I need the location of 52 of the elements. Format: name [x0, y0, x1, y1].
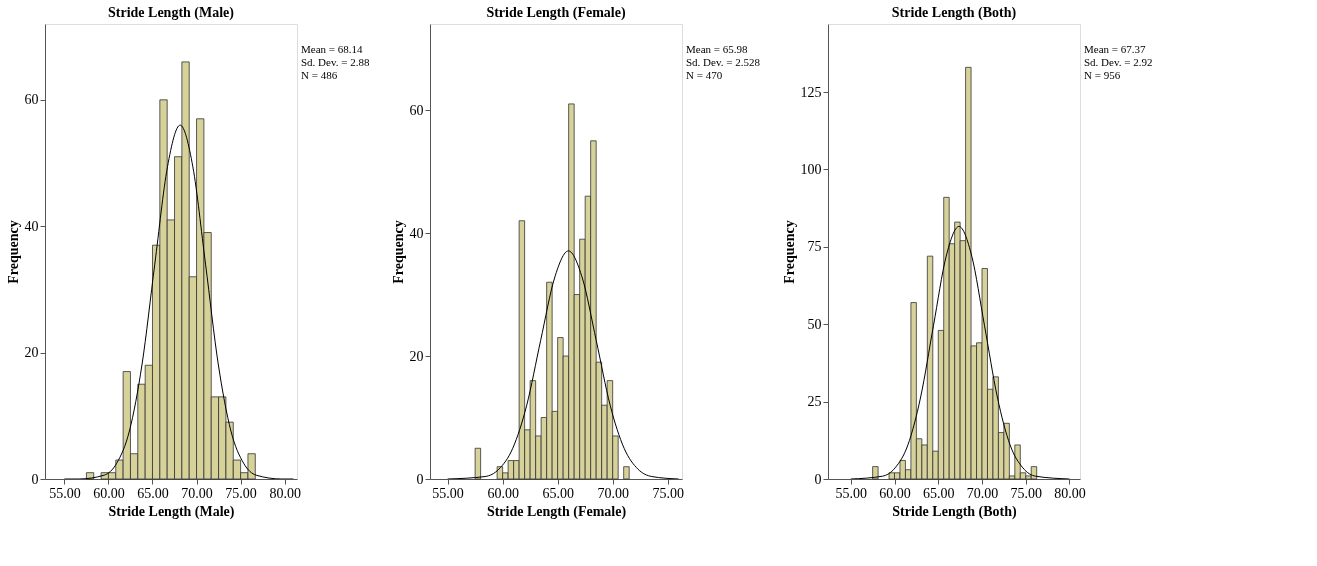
chart-title: Stride Length (Female) — [486, 5, 626, 21]
x-axis-title: Stride Length (Male) — [108, 503, 235, 520]
x-tick-label: 60.00 — [879, 485, 911, 501]
x-tick-label: 80.00 — [269, 485, 301, 501]
x-tick-label: 75.00 — [225, 485, 257, 501]
y-tick-label: 25 — [807, 394, 822, 410]
y-tick-label: 60 — [409, 102, 424, 118]
x-tick-label: 65.00 — [923, 485, 955, 501]
chart-title: Stride Length (Both) — [891, 5, 1017, 21]
text: N = 956 — [1084, 69, 1121, 81]
chart-title: Stride Length (Male) — [108, 5, 235, 21]
x-tick-label: 65.00 — [137, 485, 169, 501]
text: Sd. Dev. = 2.92 — [1084, 56, 1153, 68]
text: Sd. Dev. = 2.88 — [301, 56, 370, 68]
x-tick-label: 55.00 — [835, 485, 867, 501]
y-tick-label: 20 — [24, 345, 39, 361]
x-tick-label: 55.00 — [49, 485, 81, 501]
y-tick-label: 60 — [24, 92, 39, 108]
y-tick-label: 40 — [24, 218, 39, 234]
text: Mean = 68.14 — [301, 43, 363, 55]
text: Mean = 65.98 — [686, 43, 748, 55]
x-tick-label: 65.00 — [542, 485, 574, 501]
x-tick-label: 70.00 — [966, 485, 999, 501]
y-tick-label: 75 — [807, 239, 822, 255]
y-tick-label: 50 — [807, 316, 822, 332]
text: Mean = 67.37 — [1084, 43, 1146, 55]
line-series — [850, 225, 1070, 479]
x-tick-label: 55.00 — [432, 485, 464, 501]
y-tick-label: 0 — [814, 471, 822, 487]
y-axis-title: Frequency — [5, 220, 21, 284]
line-series — [63, 124, 294, 479]
text: Sd. Dev. = 2.528 — [686, 56, 761, 68]
y-tick-label: 100 — [800, 161, 822, 177]
line-series — [447, 250, 680, 479]
x-tick-label: 80.00 — [1054, 485, 1086, 501]
text: N = 486 — [301, 69, 338, 81]
y-tick-label: 0 — [31, 471, 39, 487]
y-tick-label: 40 — [409, 225, 424, 241]
y-axis-title: Frequency — [390, 220, 406, 284]
y-tick-label: 125 — [800, 84, 822, 100]
x-tick-label: 70.00 — [181, 485, 213, 501]
y-tick-label: 20 — [409, 348, 424, 364]
text: N = 470 — [686, 69, 723, 81]
x-axis-title: Stride Length (Female) — [486, 503, 627, 520]
x-tick-label: 75.00 — [1010, 485, 1042, 501]
x-tick-label: 60.00 — [93, 485, 125, 501]
x-tick-label: 60.00 — [487, 485, 519, 501]
x-axis-title: Stride Length (Both) — [892, 503, 1018, 520]
x-tick-label: 75.00 — [652, 485, 684, 501]
y-tick-label: 0 — [416, 471, 424, 487]
y-axis-title: Frequency — [781, 220, 797, 284]
x-tick-label: 70.00 — [597, 485, 629, 501]
